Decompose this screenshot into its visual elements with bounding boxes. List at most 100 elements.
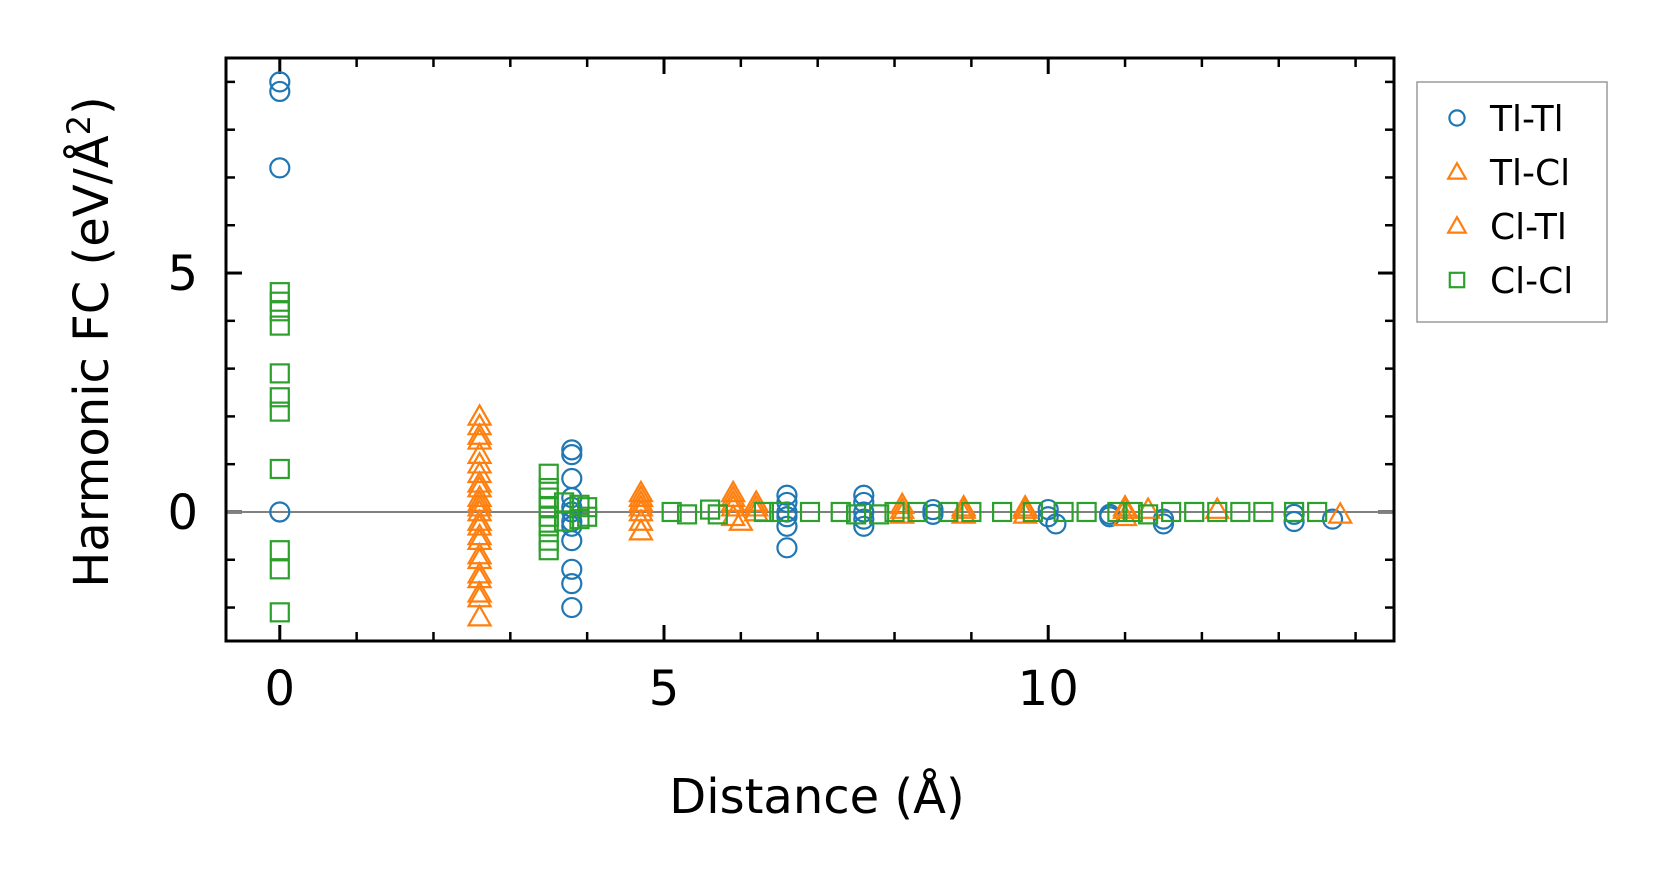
series-cl-cl <box>269 282 1328 623</box>
data-point <box>1022 501 1043 523</box>
data-point <box>853 508 875 530</box>
data-point <box>569 509 590 530</box>
data-point <box>769 501 790 523</box>
data-point <box>466 493 493 517</box>
data-point <box>700 499 721 520</box>
data-point <box>1284 501 1305 523</box>
data-point <box>1161 501 1182 523</box>
data-point <box>1107 501 1128 523</box>
legend-item: Tl-Tl <box>1448 99 1564 140</box>
y-axis-title-main: Harmonic FC (eV/Å <box>63 135 120 588</box>
data-point <box>1012 493 1039 517</box>
data-point <box>561 444 583 466</box>
data-point <box>538 463 559 484</box>
data-point <box>269 363 290 384</box>
data-point <box>538 540 559 561</box>
data-point <box>830 501 851 523</box>
data-point <box>1012 496 1039 519</box>
data-point <box>961 501 982 523</box>
data-point <box>1253 501 1274 523</box>
data-point <box>1307 501 1328 523</box>
data-point <box>1112 496 1138 519</box>
data-point <box>1138 504 1159 525</box>
x-tick-label: 5 <box>649 661 680 717</box>
data-point <box>884 501 905 523</box>
data-point <box>846 504 867 525</box>
data-point <box>853 515 875 537</box>
data-point <box>938 501 959 523</box>
data-point <box>269 401 290 422</box>
legend-item: Cl-Cl <box>1448 261 1573 302</box>
legend-item: Cl-Tl <box>1446 207 1567 248</box>
legend-label: Cl-Tl <box>1490 207 1567 248</box>
x-axis-title: Distance (Å) <box>669 768 964 825</box>
legend-label: Tl-Cl <box>1489 153 1570 194</box>
tick-labels: 0 5 10 0 5 <box>167 246 1078 717</box>
data-point <box>269 458 290 480</box>
data-point <box>1321 508 1344 530</box>
minor-ticks <box>226 58 1394 641</box>
data-point <box>922 503 944 525</box>
data-point <box>628 508 654 531</box>
data-point <box>1076 501 1097 523</box>
x-tick-label: 10 <box>1018 661 1079 717</box>
data-point <box>720 489 747 512</box>
series-tl-tl <box>269 71 1344 619</box>
data-point <box>466 508 493 531</box>
data-point <box>628 493 654 517</box>
data-point <box>776 484 798 506</box>
data-point <box>554 492 575 513</box>
data-point <box>1122 501 1143 523</box>
data-point <box>1012 501 1039 524</box>
data-point <box>676 504 698 525</box>
data-point <box>538 516 559 537</box>
data-point <box>466 484 493 507</box>
data-point <box>1045 513 1067 535</box>
data-point <box>1053 501 1074 523</box>
data-point <box>1230 501 1251 523</box>
data-point <box>561 573 583 595</box>
data-point <box>466 470 493 493</box>
data-point <box>269 559 290 580</box>
data-point <box>569 494 590 515</box>
data-point <box>799 501 821 523</box>
data-point <box>853 491 875 514</box>
series-tl-cl <box>466 403 1354 627</box>
legend: Tl-Tl Tl-Cl Cl-Tl Cl-Cl <box>1416 81 1608 323</box>
y-tick-label: 0 <box>167 485 198 541</box>
data-point <box>466 427 493 450</box>
legend-label: Cl-Cl <box>1490 261 1573 302</box>
data-point <box>1112 503 1138 527</box>
major-ticks <box>226 58 1394 641</box>
data-point <box>269 540 290 561</box>
legend-frame <box>1416 81 1608 323</box>
y-axis-title-superscript: 2 <box>60 115 98 135</box>
plot-frame <box>224 56 1396 643</box>
data-point <box>561 439 583 461</box>
data-point <box>743 493 770 517</box>
legend-marker <box>1446 214 1468 234</box>
data-point <box>269 501 291 523</box>
data-point <box>269 315 290 336</box>
data-markers <box>269 71 1354 627</box>
data-point <box>661 501 682 523</box>
data-point <box>269 387 290 408</box>
legend-marker <box>1448 109 1466 127</box>
data-point <box>561 596 583 619</box>
data-point <box>1207 501 1228 523</box>
data-point <box>466 513 493 536</box>
data-point <box>992 501 1013 523</box>
data-point <box>561 467 583 490</box>
data-point <box>554 511 575 532</box>
y-axis-title: Harmonic FC (eV/Å2) <box>60 96 120 588</box>
legend-marker <box>1448 271 1466 289</box>
data-point <box>1037 506 1059 528</box>
data-point <box>466 579 493 603</box>
y-axis-title-close: ) <box>64 96 120 115</box>
data-point <box>269 301 290 322</box>
data-point <box>1184 501 1205 523</box>
data-point <box>466 422 493 445</box>
data-point <box>753 501 774 523</box>
data-point <box>707 504 728 525</box>
